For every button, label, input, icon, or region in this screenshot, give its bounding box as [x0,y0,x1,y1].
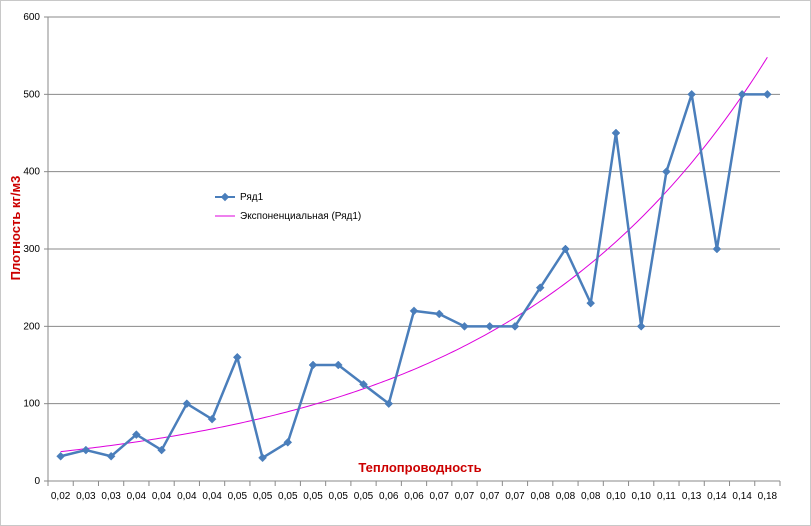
x-tick-label: 0,13 [682,491,702,502]
x-tick-label: 0,18 [758,491,778,502]
data-point [131,430,141,439]
data-point [460,321,469,331]
x-tick-label: 0,07 [480,491,500,502]
x-tick-label: 0,04 [152,491,172,502]
x-tick-label: 0,07 [455,491,475,502]
x-tick-label: 0,04 [127,491,147,502]
data-point [485,321,495,331]
x-tick-label: 0,05 [329,491,349,502]
x-tick-label: 0,06 [379,491,399,502]
y-tick-label: 300 [23,244,40,255]
data-point [561,244,570,254]
data-point [409,306,419,316]
x-tick-label: 0,05 [303,491,323,502]
y-tick-label: 200 [23,321,40,332]
x-tick-label: 0,10 [631,491,651,502]
legend-series-label: Ряд1 [240,192,264,203]
data-point [207,414,217,424]
data-point [182,399,192,409]
x-tick-label: 0,05 [278,491,298,502]
series-layer [56,89,772,463]
y-tick-label: 0 [34,476,40,487]
x-tick-label: 0,11 [657,491,676,502]
axes [47,17,781,486]
x-tick-label: 0,04 [177,491,197,502]
data-point [763,89,772,99]
data-point [636,321,646,331]
y-tick-label: 600 [23,12,40,23]
y-tick-labels: 0 100 200 300 400 500 600 [23,12,40,487]
y-tick-label: 400 [23,167,40,178]
x-tick-label: 0,10 [606,491,626,502]
data-point [359,379,368,389]
y-tick-label: 100 [23,399,40,410]
x-axis-title: Теплопроводность [358,460,481,475]
trendline-layer [60,56,768,453]
x-tick-label: 0,02 [51,491,71,502]
data-point [535,283,545,293]
legend: Ряд1 Экспоненциальная (Ряд1) [215,192,361,222]
data-point [308,360,318,370]
x-tick-label: 0,05 [354,491,374,502]
x-tick-label: 0,07 [430,491,450,502]
data-point [81,445,91,455]
data-point [283,437,293,447]
x-tick-label: 0,04 [202,491,222,502]
legend-trendline-label: Экспоненциальная (Ряд1) [240,211,361,222]
data-point [232,352,242,362]
y-axis-title: Плотность кг/м3 [8,176,23,281]
data-point [157,445,166,455]
data-point [737,89,747,99]
data-point [712,244,722,254]
data-point [510,321,520,331]
x-tick-labels: 0,02 0,03 0,03 0,04 0,04 0,04 0,04 0,05 0,05 0,05… [51,491,778,502]
data-point [106,451,116,461]
x-tick-label: 0,08 [530,491,550,502]
data-point [333,360,343,370]
gridlines [44,16,780,482]
x-tick-label: 0,08 [556,491,576,502]
legend-series-marker [220,192,230,202]
x-tick-label: 0,06 [404,491,424,502]
x-tick-label: 0,03 [76,491,96,502]
x-tick-label: 0,03 [101,491,121,502]
trendline-path [60,56,768,453]
data-point [258,453,267,463]
x-tick-label: 0,05 [228,491,248,502]
x-tick-label: 0,14 [732,491,752,502]
x-tick-label: 0,14 [707,491,727,502]
y-tick-label: 500 [23,89,40,100]
x-tick-label: 0,08 [581,491,601,502]
data-point [611,128,621,138]
data-point [662,167,671,177]
data-point [586,298,596,308]
x-tick-label: 0,07 [505,491,525,502]
data-point [434,309,444,319]
data-point [384,399,394,409]
x-tick-label: 0,05 [253,491,273,502]
data-point [56,451,65,461]
data-point [687,89,697,99]
